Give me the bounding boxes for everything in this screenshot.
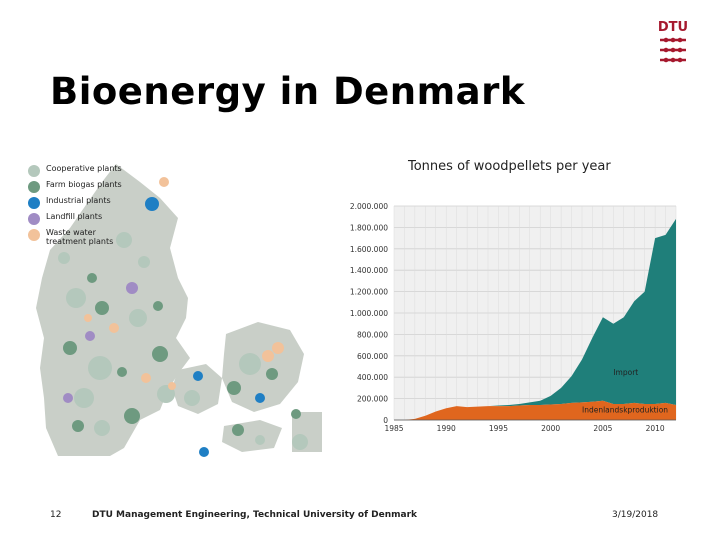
x-tick-label: 1990	[437, 424, 456, 433]
y-tick-label: 200.000	[357, 395, 388, 404]
legend-item-waste-water: Waste water treatment plants	[28, 228, 126, 246]
y-tick-label: 2.000.000	[350, 202, 388, 211]
legend-item-farm-biogas: Farm biogas plants	[28, 180, 126, 193]
legend-label: Farm biogas plants	[46, 180, 122, 189]
woodpellets-area-chart: 0 200.000 400.000 600.000 800.000 1.000.000 1.…	[350, 202, 677, 433]
x-tick-label: 2000	[541, 424, 560, 433]
denmark-plants-map	[28, 158, 326, 458]
legend-item-landfill: Landfill plants	[28, 212, 126, 225]
zealand-land	[222, 322, 304, 412]
y-tick-label: 1.200.000	[350, 288, 388, 297]
legend-item-industrial: Industrial plants	[28, 196, 126, 209]
chart-annotation: Indenlandskproduktion	[582, 406, 668, 415]
y-tick-label: 600.000	[357, 352, 388, 361]
y-tick-label: 1.000.000	[350, 309, 388, 318]
y-tick-label: 1.800.000	[350, 223, 388, 232]
legend-label: Landfill plants	[46, 212, 103, 221]
footer-organization: DTU Management Engineering, Technical Un…	[92, 510, 418, 520]
legend-dot-waste-water	[28, 229, 40, 241]
legend-item-cooperative: Cooperative plants	[28, 164, 126, 177]
funen-land	[172, 364, 222, 414]
series-area-import	[394, 218, 676, 420]
legend-label: Waste water treatment plants	[46, 228, 114, 246]
series-area-domestic	[394, 400, 676, 420]
legend-label: Cooperative plants	[46, 164, 122, 173]
y-tick-label: 0	[383, 416, 388, 425]
chart-annotation: Import	[613, 368, 638, 377]
y-tick-label: 800.000	[357, 330, 388, 339]
x-tick-label: 2010	[646, 424, 665, 433]
legend-dot-landfill	[28, 213, 40, 225]
x-tick-label: 1995	[489, 424, 508, 433]
footer-date: 3/19/2018	[612, 510, 659, 520]
x-tick-label: 1985	[384, 424, 403, 433]
chart-title: Tonnes of woodpellets per year	[408, 159, 611, 174]
x-tick-label: 2005	[593, 424, 612, 433]
dtu-logo: DTU	[658, 20, 688, 63]
page-number: 12	[50, 510, 62, 520]
legend-dot-farm-biogas	[28, 181, 40, 193]
dtu-logo-text: DTU	[658, 20, 688, 35]
legend-dot-industrial	[28, 197, 40, 209]
y-tick-label: 400.000	[357, 373, 388, 382]
legend-dot-cooperative	[28, 165, 40, 177]
jutland-land	[36, 164, 190, 456]
y-tick-label: 1.600.000	[350, 245, 388, 254]
plant-markers	[58, 177, 308, 457]
y-tick-label: 1.400.000	[350, 266, 388, 275]
legend-label: Industrial plants	[46, 196, 111, 205]
slide-title: Bioenergy in Denmark	[50, 70, 525, 113]
